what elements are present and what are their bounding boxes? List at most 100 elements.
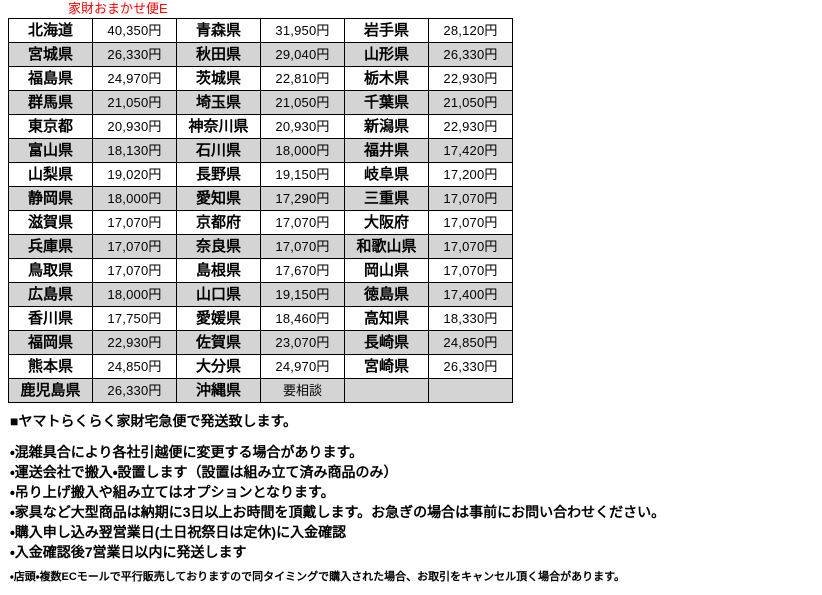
price-cell: 20,930円 xyxy=(92,114,177,139)
table-row: 滋賀県 17,070円 京都府 17,070円 大阪府 17,070円 xyxy=(8,210,513,235)
price-cell: 24,850円 xyxy=(92,354,177,379)
price-cell: 28,120円 xyxy=(428,18,513,43)
price-cell: 29,040円 xyxy=(260,42,345,67)
price-cell: 18,330円 xyxy=(428,306,513,331)
prefecture-cell: 神奈川県 xyxy=(176,114,261,139)
price-cell: 22,930円 xyxy=(92,330,177,355)
table-row: 広島県 18,000円 山口県 19,150円 徳島県 17,400円 xyxy=(8,282,513,307)
prefecture-cell: 茨城県 xyxy=(176,66,261,91)
price-cell: 20,930円 xyxy=(260,114,345,139)
price-cell: 24,850円 xyxy=(428,330,513,355)
notice-item: ・混雑具合により各社引越便に変更する場合があります。 xyxy=(10,444,364,460)
prefecture-cell: 福岡県 xyxy=(8,330,93,355)
consult-cell: 要相談 xyxy=(260,378,345,403)
price-cell: 24,970円 xyxy=(92,66,177,91)
price-cell: 18,000円 xyxy=(92,282,177,307)
price-cell: 17,670円 xyxy=(260,258,345,283)
prefecture-cell: 秋田県 xyxy=(176,42,261,67)
prefecture-cell: 佐賀県 xyxy=(176,330,261,355)
table-row: 鹿児島県 26,330円 沖縄県 要相談 xyxy=(8,378,513,403)
notice-item: ・家具など大型商品は納期に3日以上お時間を頂戴します。お急ぎの場合は事前にお問い… xyxy=(10,504,666,520)
prefecture-cell: 静岡県 xyxy=(8,186,93,211)
prefecture-cell: 富山県 xyxy=(8,138,93,163)
prefecture-cell: 福井県 xyxy=(344,138,429,163)
prefecture-cell: 石川県 xyxy=(176,138,261,163)
prefecture-cell: 宮崎県 xyxy=(344,354,429,379)
table-row: 兵庫県 17,070円 奈良県 17,070円 和歌山県 17,070円 xyxy=(8,234,513,259)
price-cell: 18,460円 xyxy=(260,306,345,331)
price-cell: 17,070円 xyxy=(428,186,513,211)
table-row: 山梨県 19,020円 長野県 19,150円 岐阜県 17,200円 xyxy=(8,162,513,187)
prefecture-cell: 滋賀県 xyxy=(8,210,93,235)
prefecture-cell: 和歌山県 xyxy=(344,234,429,259)
price-cell: 21,050円 xyxy=(260,90,345,115)
prefecture-cell: 長崎県 xyxy=(344,330,429,355)
price-cell: 31,950円 xyxy=(260,18,345,43)
price-cell: 17,070円 xyxy=(92,258,177,283)
price-cell: 17,070円 xyxy=(260,210,345,235)
table-row: 鳥取県 17,070円 島根県 17,670円 岡山県 17,070円 xyxy=(8,258,513,283)
page-title: 家財おまかせ便E xyxy=(68,1,168,16)
price-cell: 17,200円 xyxy=(428,162,513,187)
empty-cell xyxy=(344,378,429,403)
price-cell: 19,150円 xyxy=(260,162,345,187)
prefecture-cell: 愛知県 xyxy=(176,186,261,211)
prefecture-cell: 島根県 xyxy=(176,258,261,283)
prefecture-cell: 山口県 xyxy=(176,282,261,307)
prefecture-cell: 東京都 xyxy=(8,114,93,139)
price-cell: 40,350円 xyxy=(92,18,177,43)
price-cell: 17,420円 xyxy=(428,138,513,163)
table-row: 群馬県 21,050円 埼玉県 21,050円 千葉県 21,050円 xyxy=(8,90,513,115)
price-cell: 26,330円 xyxy=(428,354,513,379)
prefecture-cell: 愛媛県 xyxy=(176,306,261,331)
prefecture-cell: 熊本県 xyxy=(8,354,93,379)
notice-item: ・運送会社で搬入・設置します（設置は組み立て済み商品のみ） xyxy=(10,464,398,480)
prefecture-cell: 大分県 xyxy=(176,354,261,379)
price-cell: 17,400円 xyxy=(428,282,513,307)
notice-fine-print: ・店頭・複数ECモールで平行販売しておりますので同タイミングで購入された場合、お… xyxy=(10,571,625,583)
prefecture-cell: 京都府 xyxy=(176,210,261,235)
table-row: 熊本県 24,850円 大分県 24,970円 宮崎県 26,330円 xyxy=(8,354,513,379)
table-row: 宮城県 26,330円 秋田県 29,040円 山形県 26,330円 xyxy=(8,42,513,67)
prefecture-cell: 奈良県 xyxy=(176,234,261,259)
prefecture-cell: 鹿児島県 xyxy=(8,378,93,403)
price-cell: 17,750円 xyxy=(92,306,177,331)
prefecture-cell: 栃木県 xyxy=(344,66,429,91)
price-cell: 18,000円 xyxy=(92,186,177,211)
prefecture-cell: 香川県 xyxy=(8,306,93,331)
prefecture-cell: 群馬県 xyxy=(8,90,93,115)
notice-heading: ■ヤマトらくらく家財宅急便で発送致します。 xyxy=(10,413,298,429)
price-cell: 22,930円 xyxy=(428,114,513,139)
price-cell: 23,070円 xyxy=(260,330,345,355)
prefecture-cell: 北海道 xyxy=(8,18,93,43)
price-cell: 19,020円 xyxy=(92,162,177,187)
notice-item: ・吊り上げ搬入や組み立てはオプションとなります。 xyxy=(10,484,335,500)
shipping-notice-block: ■ヤマトらくらく家財宅急便で発送致します。 ・混雑具合により各社引越便に変更する… xyxy=(10,411,816,585)
price-cell: 22,810円 xyxy=(260,66,345,91)
prefecture-cell: 福島県 xyxy=(8,66,93,91)
price-cell: 26,330円 xyxy=(92,42,177,67)
price-cell: 17,070円 xyxy=(428,210,513,235)
prefecture-cell: 青森県 xyxy=(176,18,261,43)
table-row: 富山県 18,130円 石川県 18,000円 福井県 17,420円 xyxy=(8,138,513,163)
price-cell: 22,930円 xyxy=(428,66,513,91)
table-row: 北海道 40,350円 青森県 31,950円 岩手県 28,120円 xyxy=(8,18,513,43)
price-cell: 17,070円 xyxy=(92,234,177,259)
prefecture-cell: 広島県 xyxy=(8,282,93,307)
price-cell: 21,050円 xyxy=(92,90,177,115)
fare-table-body: 北海道 40,350円 青森県 31,950円 岩手県 28,120円 宮城県 26,330円… xyxy=(8,18,513,403)
prefecture-cell: 千葉県 xyxy=(344,90,429,115)
table-row: 香川県 17,750円 愛媛県 18,460円 高知県 18,330円 xyxy=(8,306,513,331)
table-row: 福島県 24,970円 茨城県 22,810円 栃木県 22,930円 xyxy=(8,66,513,91)
price-cell: 19,150円 xyxy=(260,282,345,307)
table-row: 福岡県 22,930円 佐賀県 23,070円 長崎県 24,850円 xyxy=(8,330,513,355)
prefecture-cell: 岐阜県 xyxy=(344,162,429,187)
prefecture-cell: 岩手県 xyxy=(344,18,429,43)
prefecture-cell: 鳥取県 xyxy=(8,258,93,283)
prefecture-cell: 兵庫県 xyxy=(8,234,93,259)
prefecture-cell: 新潟県 xyxy=(344,114,429,139)
price-cell: 21,050円 xyxy=(428,90,513,115)
prefecture-cell: 沖縄県 xyxy=(176,378,261,403)
price-cell: 17,290円 xyxy=(260,186,345,211)
notice-item: ・購入申し込み翌営業日(土日祝祭日は定休)に入金確認 xyxy=(10,524,347,540)
